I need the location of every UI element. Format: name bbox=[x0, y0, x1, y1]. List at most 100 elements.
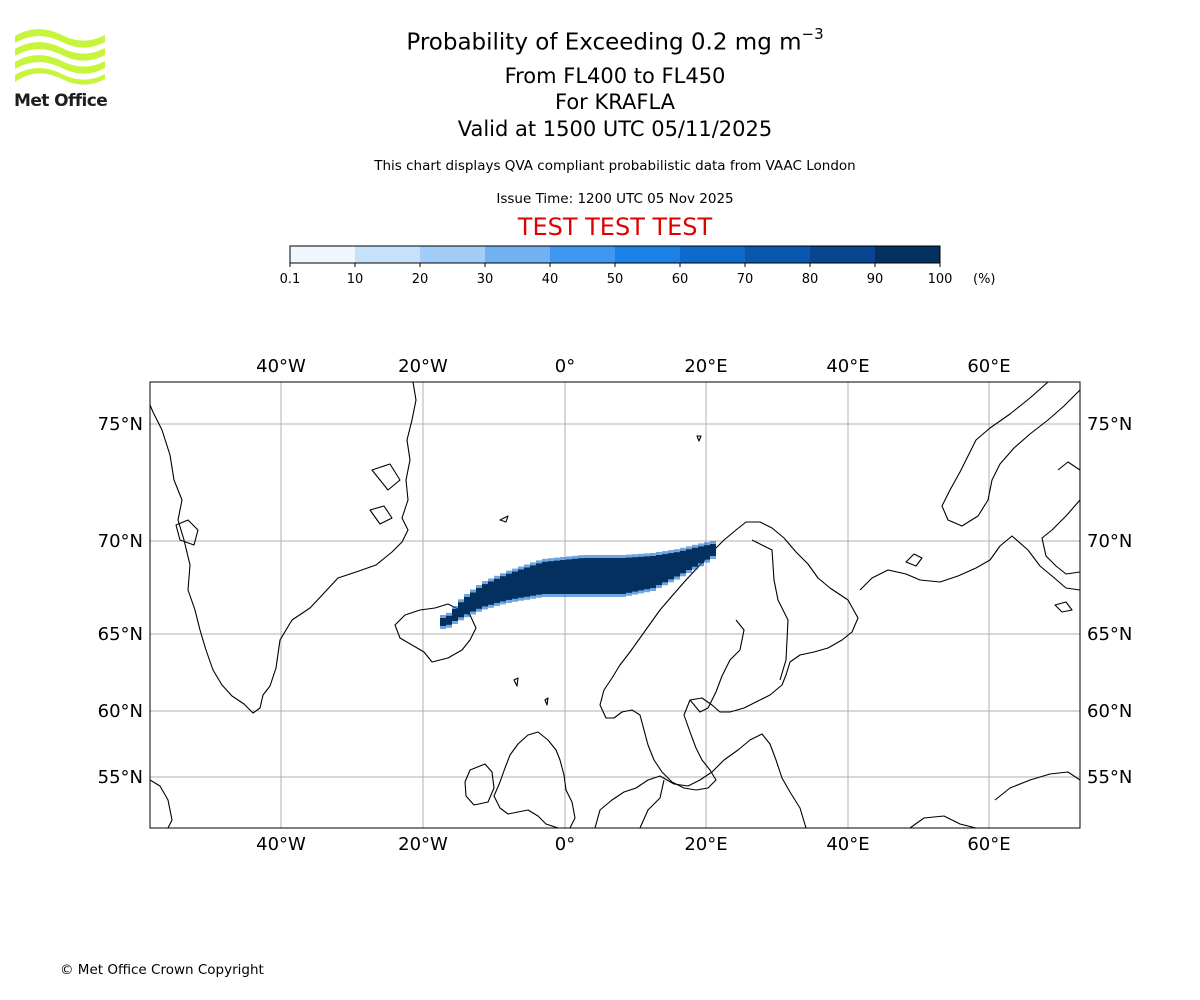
plume-core-cell bbox=[476, 588, 482, 609]
plume-core-cell bbox=[614, 558, 620, 594]
plume-core-cell bbox=[596, 558, 602, 594]
valid-time: Valid at 1500 UTC 05/11/2025 bbox=[457, 117, 773, 141]
colorbar-segment bbox=[680, 246, 745, 263]
colorbar-segment bbox=[485, 246, 550, 263]
chart-description: This chart displays QVA compliant probab… bbox=[374, 158, 856, 174]
latitude-label: 60°N bbox=[98, 701, 143, 722]
plume-core-cell bbox=[662, 554, 668, 583]
latitude-label: 75°N bbox=[1087, 414, 1132, 435]
latitude-label: 55°N bbox=[98, 767, 143, 788]
plume-core-cell bbox=[536, 563, 542, 595]
colorbar-segment bbox=[745, 246, 810, 263]
longitude-label: 40°W bbox=[256, 834, 306, 855]
iceland-coast bbox=[394, 603, 477, 663]
longitude-label: 40°E bbox=[826, 834, 869, 855]
plume-core-cell bbox=[542, 561, 548, 594]
colorbar-segment bbox=[810, 246, 875, 263]
plume-core-cell bbox=[548, 561, 554, 594]
colorbar-segment bbox=[875, 246, 940, 263]
colorbar-tick-label: 0.1 bbox=[280, 272, 301, 287]
plume-core-cell bbox=[656, 555, 662, 586]
copyright: © Met Office Crown Copyright bbox=[60, 962, 264, 978]
europe-coast bbox=[594, 733, 807, 828]
logo-text: Met Office bbox=[14, 91, 108, 111]
colorbar-tick-label: 90 bbox=[867, 272, 884, 287]
longitude-label: 20°E bbox=[684, 356, 727, 377]
plume-core-cell bbox=[524, 567, 530, 597]
colorbar-segment bbox=[420, 246, 485, 263]
title-exponent: −3 bbox=[801, 25, 824, 43]
colorbar-tick-label: 40 bbox=[542, 272, 559, 287]
plume-core-cell bbox=[572, 558, 578, 594]
latitude-label: 65°N bbox=[1087, 624, 1132, 645]
longitude-label: 20°E bbox=[684, 834, 727, 855]
plume-core-cell bbox=[494, 578, 500, 603]
latitude-label: 70°N bbox=[1087, 531, 1132, 552]
plume-core-cell bbox=[602, 558, 608, 594]
plume-core-cell bbox=[632, 557, 638, 592]
colorbar-tick-label: 100 bbox=[928, 272, 953, 287]
plume-core-cell bbox=[446, 615, 452, 625]
plume-core-cell bbox=[488, 581, 494, 605]
plume-core-cell bbox=[452, 609, 458, 621]
plume-core-cell bbox=[578, 558, 584, 594]
plume-core-cell bbox=[650, 556, 656, 588]
colorbar-tick-label: 50 bbox=[607, 272, 624, 287]
latitude-label: 65°N bbox=[98, 624, 143, 645]
plume-core-cell bbox=[698, 546, 704, 564]
longitude-label: 20°W bbox=[398, 356, 448, 377]
plume-core-cell bbox=[668, 553, 674, 580]
plume-core-cell bbox=[638, 556, 644, 591]
colorbar-tick-label: 20 bbox=[412, 272, 429, 287]
colorbar-segment bbox=[355, 246, 420, 263]
longitude-label: 0° bbox=[555, 356, 575, 377]
plume-core-cell bbox=[680, 550, 686, 574]
longitude-label: 0° bbox=[555, 834, 575, 855]
colorbar-tick-label: 70 bbox=[737, 272, 754, 287]
test-banner: TEST TEST TEST bbox=[517, 213, 713, 241]
ireland-coast bbox=[464, 763, 495, 806]
plume-core-cell bbox=[530, 565, 536, 596]
plume-core-cell bbox=[590, 558, 596, 594]
plume-core-cell bbox=[608, 558, 614, 594]
plume-core-cell bbox=[692, 547, 698, 567]
title-main: Probability of Exceeding 0.2 mg m bbox=[406, 29, 802, 56]
plume-core-cell bbox=[470, 592, 476, 612]
plume-core-cell bbox=[518, 569, 524, 598]
colorbar-tick-label: 10 bbox=[347, 272, 364, 287]
map: 40°W 40°W 20°W 20°W 0° 0° 20°E 20°E 40°E 40°E 60°E… bbox=[98, 356, 1133, 855]
plume-core-cell bbox=[458, 602, 464, 618]
colorbar-segment bbox=[615, 246, 680, 263]
colorbar-tick-label: 30 bbox=[477, 272, 494, 287]
plume-core-cell bbox=[626, 557, 632, 593]
colorbar-tick-label: 60 bbox=[672, 272, 689, 287]
latitude-label: 60°N bbox=[1087, 701, 1132, 722]
colorbar-segment bbox=[290, 246, 355, 263]
longitude-label: 60°E bbox=[967, 834, 1010, 855]
met-office-logo-icon bbox=[15, 29, 105, 85]
map-frame bbox=[149, 381, 1081, 829]
plume-core-cell bbox=[554, 560, 560, 594]
plume-core-cell bbox=[704, 545, 710, 560]
longitude-label: 40°W bbox=[256, 356, 306, 377]
colorbar-unit: (%) bbox=[973, 272, 996, 287]
colorbar: 0.1 10 20 30 40 50 60 70 80 90 100 (%) bbox=[280, 245, 996, 287]
plume-core-cell bbox=[500, 576, 506, 602]
longitude-label: 40°E bbox=[826, 356, 869, 377]
plume-core-cell bbox=[464, 597, 470, 615]
plume-core-cell bbox=[710, 544, 716, 556]
britain-coast bbox=[493, 731, 576, 828]
plume-core-cell bbox=[506, 573, 512, 600]
plume-core-cell bbox=[674, 552, 680, 577]
plume-core-cell bbox=[686, 549, 692, 570]
plume-core-cell bbox=[644, 556, 650, 590]
greenland-coast bbox=[150, 382, 417, 714]
longitude-label: 60°E bbox=[967, 356, 1010, 377]
plume-core-cell bbox=[620, 558, 626, 594]
plume-core-cell bbox=[560, 560, 566, 594]
chart-title: Probability of Exceeding 0.2 mg m−3 bbox=[0, 25, 1200, 56]
plume-core-cell bbox=[482, 584, 488, 607]
novaya-zemlya-coast bbox=[941, 382, 1080, 527]
issue-time: Issue Time: 1200 UTC 05 Nov 2025 bbox=[496, 191, 734, 207]
flight-levels: From FL400 to FL450 bbox=[504, 64, 726, 88]
